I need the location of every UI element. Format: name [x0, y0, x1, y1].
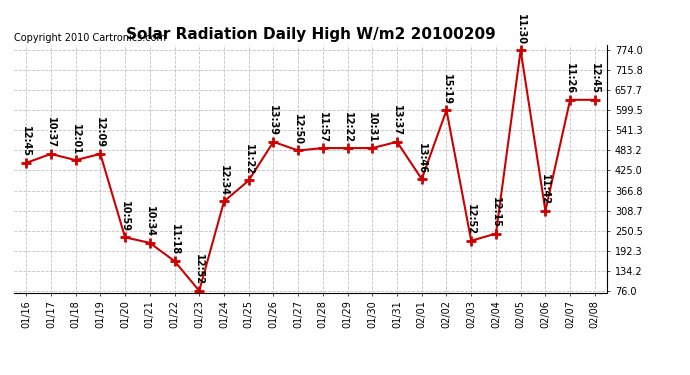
Text: 12:01: 12:01	[70, 124, 81, 154]
Text: 12:22: 12:22	[343, 111, 353, 142]
Text: 10:59: 10:59	[120, 201, 130, 232]
Text: 11:22: 11:22	[244, 144, 254, 175]
Text: 11:30: 11:30	[515, 13, 526, 45]
Text: 11:57: 11:57	[318, 111, 328, 142]
Text: 12:34: 12:34	[219, 165, 229, 196]
Text: 12:09: 12:09	[95, 117, 106, 148]
Text: 10:34: 10:34	[145, 206, 155, 237]
Text: 12:50: 12:50	[293, 114, 303, 145]
Text: 12:52: 12:52	[195, 254, 204, 285]
Text: 13:39: 13:39	[268, 105, 278, 136]
Text: 10:31: 10:31	[367, 111, 377, 142]
Title: Solar Radiation Daily High W/m2 20100209: Solar Radiation Daily High W/m2 20100209	[126, 27, 495, 42]
Text: 13:46: 13:46	[417, 142, 426, 174]
Text: 13:37: 13:37	[392, 105, 402, 136]
Text: 11:42: 11:42	[540, 174, 551, 205]
Text: 11:18: 11:18	[170, 225, 179, 256]
Text: 10:37: 10:37	[46, 117, 56, 148]
Text: 12:15: 12:15	[491, 197, 501, 228]
Text: 11:26: 11:26	[565, 63, 575, 94]
Text: Copyright 2010 Cartronics.com: Copyright 2010 Cartronics.com	[14, 33, 166, 42]
Text: 12:52: 12:52	[466, 204, 476, 235]
Text: 12:45: 12:45	[590, 63, 600, 94]
Text: 15:19: 15:19	[442, 74, 451, 105]
Text: 12:45: 12:45	[21, 126, 31, 158]
